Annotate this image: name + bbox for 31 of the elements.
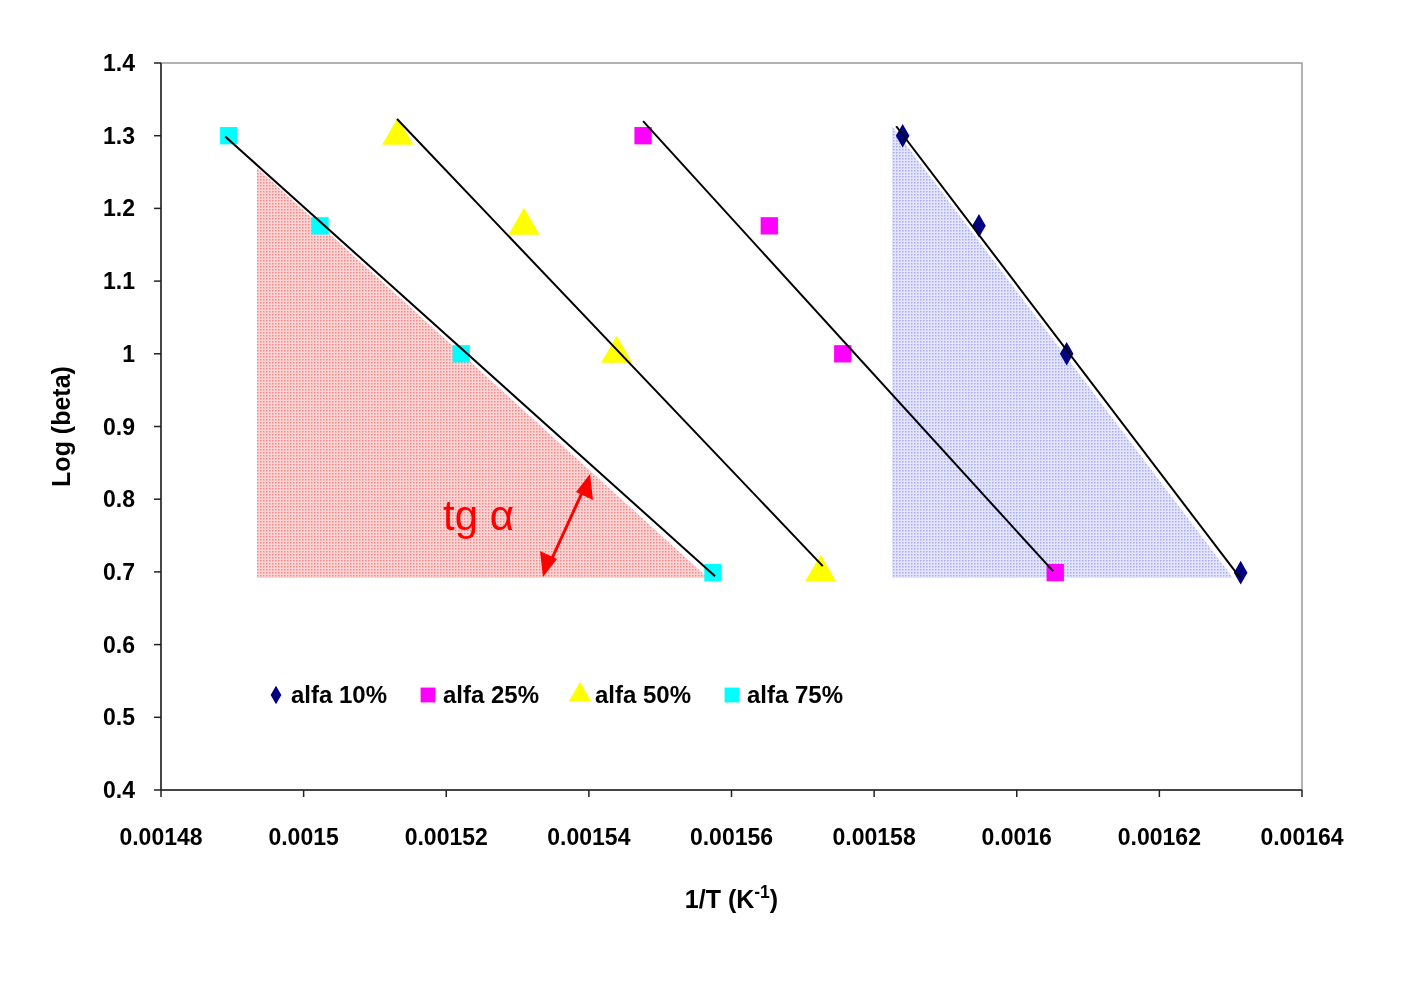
- y-tick-label: 0.7: [103, 558, 135, 585]
- x-tick-label: 0.00162: [1117, 824, 1201, 850]
- x-tick-label: 0.00154: [547, 824, 631, 850]
- x-tick-label: 0.00152: [404, 824, 488, 850]
- y-tick-label: 0.6: [103, 631, 135, 658]
- point: [834, 345, 852, 363]
- point: [1046, 563, 1064, 582]
- legend-label: alfa 25%: [443, 681, 540, 709]
- x-tick-label: 0.00164: [1260, 824, 1344, 850]
- y-tick-label: 1.2: [103, 195, 135, 222]
- x-tick-label: 0.0016: [981, 824, 1052, 850]
- point: [760, 217, 778, 235]
- y-axis-title: Log (beta): [47, 366, 75, 487]
- annotation: tg α: [443, 492, 514, 539]
- y-tick-label: 1.4: [103, 50, 136, 77]
- y-tick-label: 1.3: [103, 122, 135, 149]
- legend-label: alfa 50%: [595, 681, 692, 709]
- legend-label: alfa 75%: [747, 681, 844, 709]
- x-tick-label: 0.00156: [689, 824, 774, 850]
- y-tick-label: 1: [122, 340, 136, 367]
- y-tick-label: 0.9: [103, 413, 135, 440]
- y-tick-label: 0.4: [103, 777, 136, 804]
- point: [634, 127, 652, 145]
- y-tick-label: 0.5: [103, 704, 136, 731]
- x-axis-title: 1/T (K$^{-1}$): [684, 882, 779, 913]
- y-tick-label: 1.1: [103, 268, 136, 295]
- x-tick-label: 0.0015: [268, 824, 339, 850]
- legend-label: alfa 10%: [291, 681, 388, 709]
- x-tick-label: 0.00148: [119, 824, 203, 850]
- x-tick-label: 0.00158: [832, 824, 916, 850]
- y-tick-label: 0.8: [103, 486, 136, 513]
